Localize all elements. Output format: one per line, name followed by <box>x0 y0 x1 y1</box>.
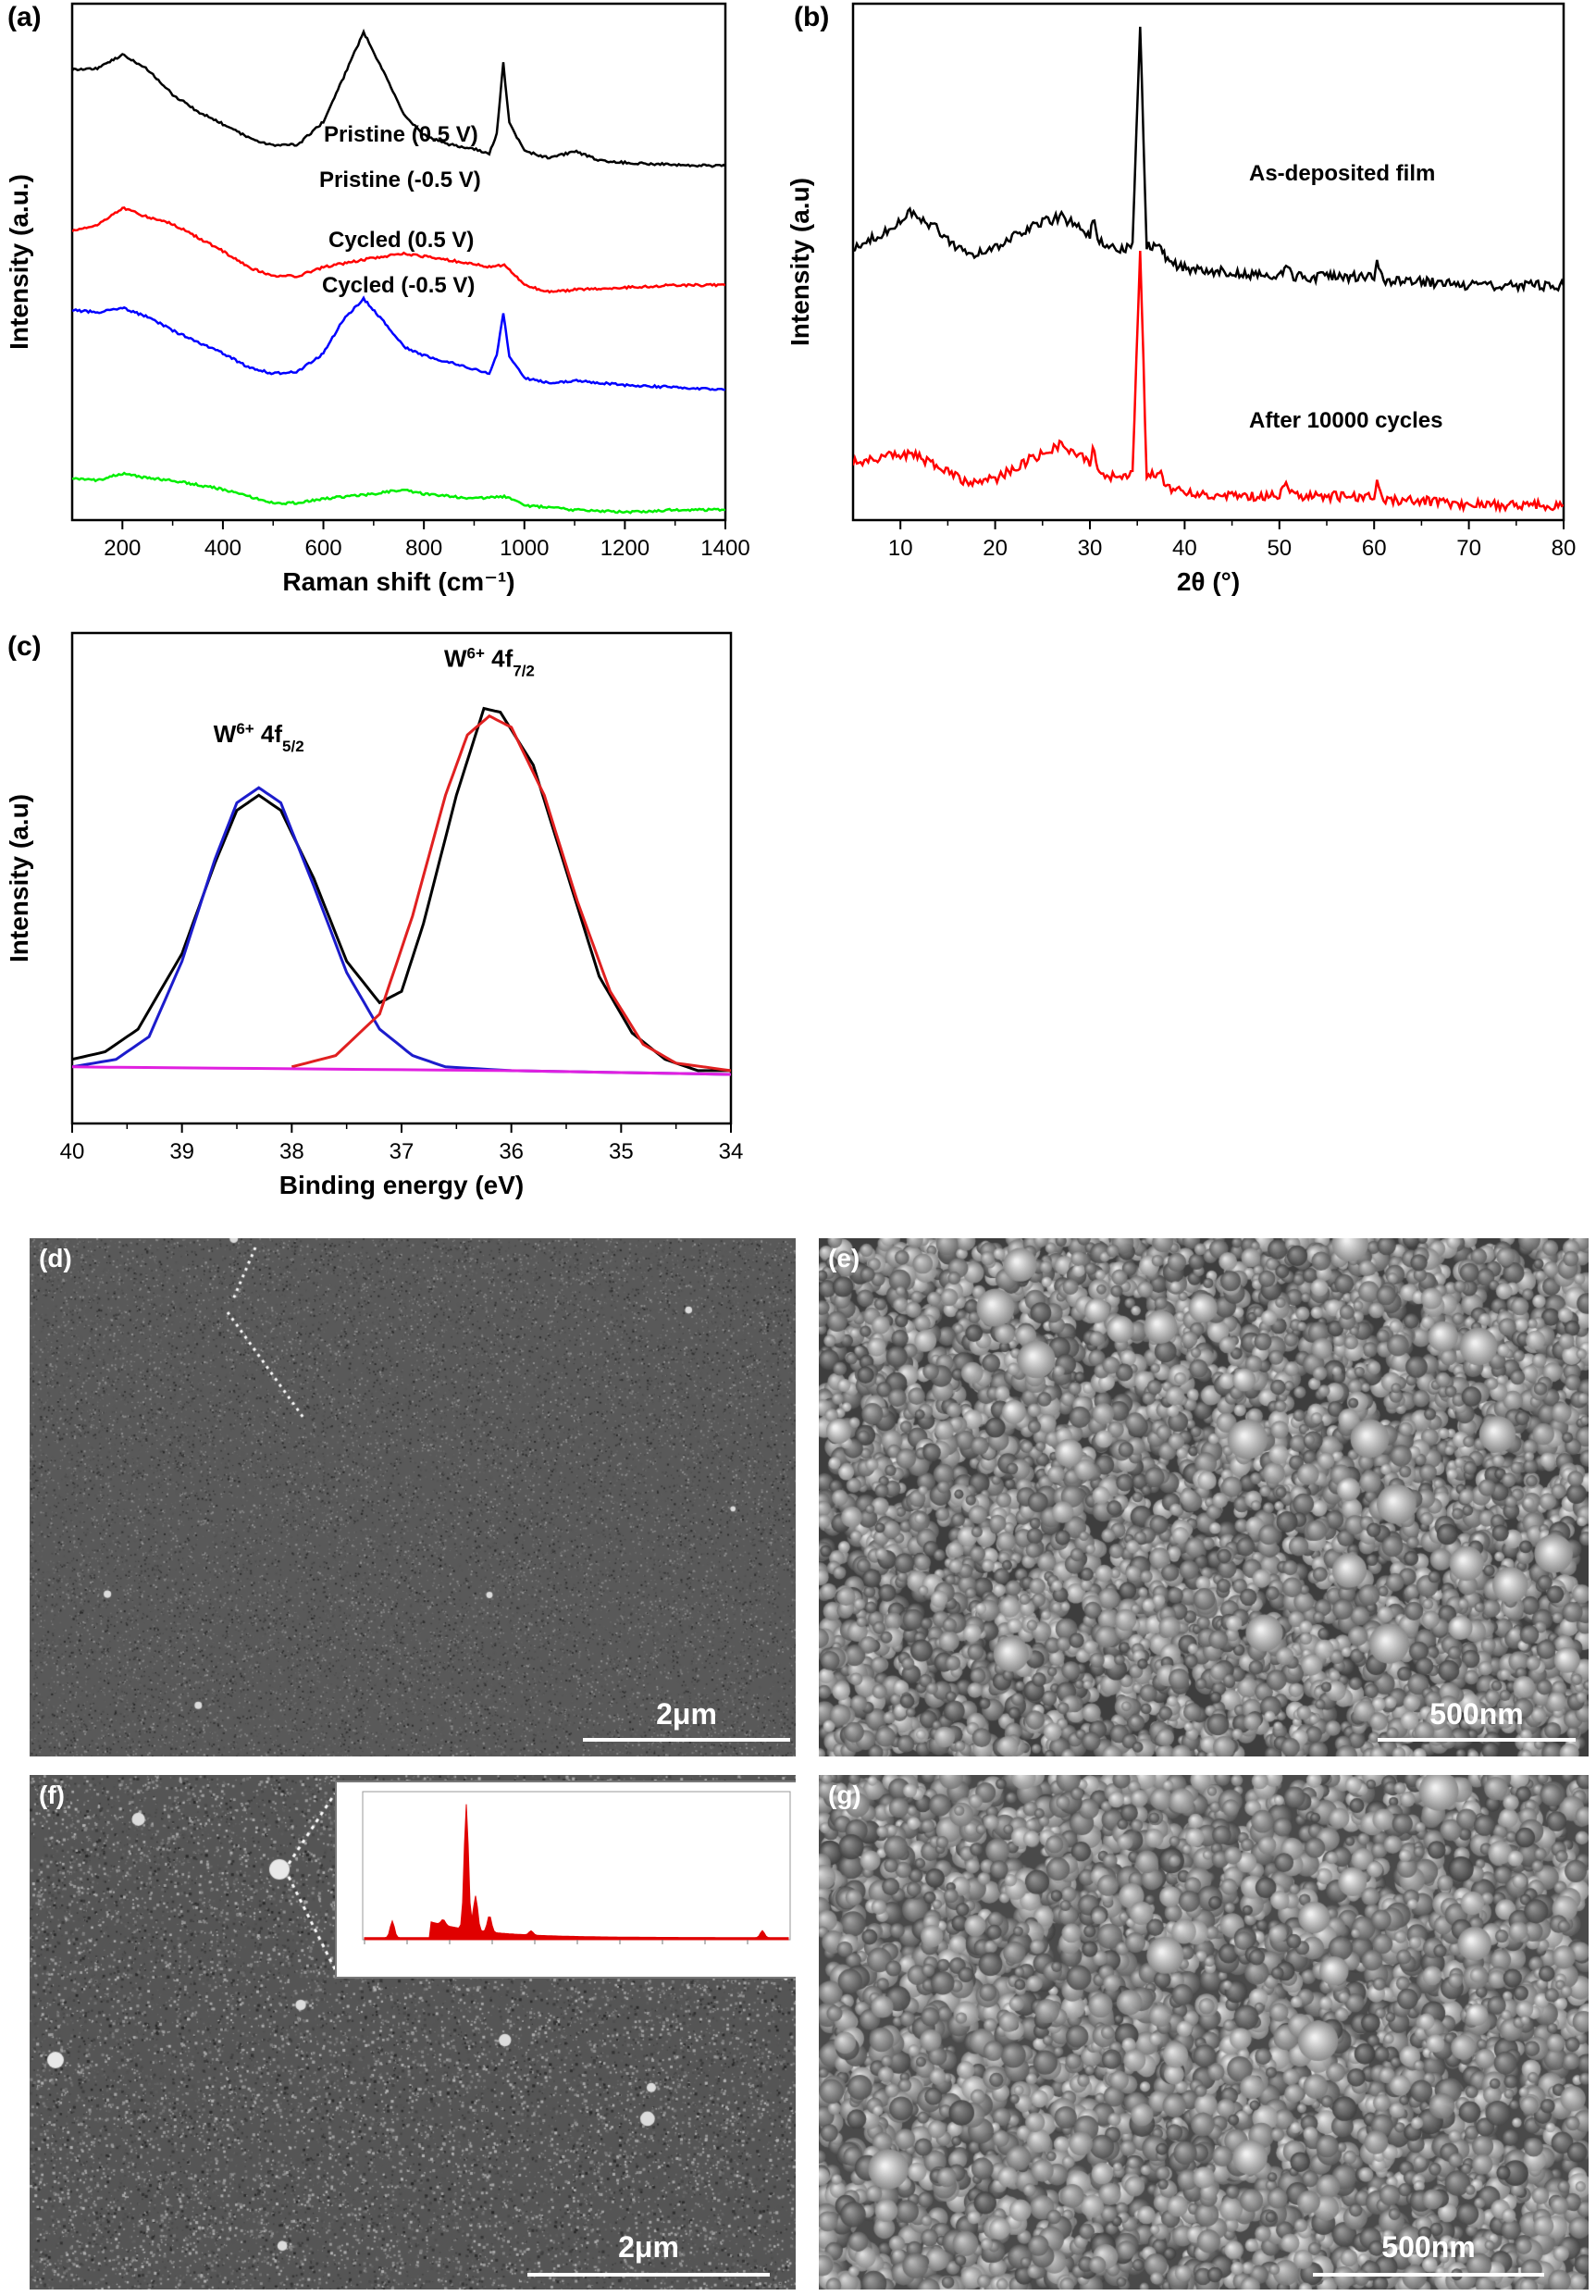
x-tick-label: 35 <box>609 1139 634 1164</box>
y-axis-label: Intensity (a.u) <box>786 178 814 346</box>
x-tick-label: 1200 <box>600 536 650 561</box>
x-tick-label: 1000 <box>500 536 549 561</box>
chart-xrd: 10 20 30 40 50 60 70 80 2θ (°) Intensity (a.u) As-… <box>786 2 1577 596</box>
sem-image-d: (d) 2μm <box>30 1238 796 1756</box>
scale-text-g: 500nm <box>1381 2230 1476 2264</box>
x-tick-label: 200 <box>104 536 141 561</box>
x-tick-label: 38 <box>279 1139 304 1164</box>
chart-xps: 40 39 38 37 36 35 34 Binding energy (eV) Intensi… <box>5 631 744 1199</box>
series-line <box>72 471 725 515</box>
series-line <box>72 1065 731 1076</box>
series-label: Pristine (-0.5 V) <box>319 168 481 192</box>
sem-label-f: (f) <box>39 1781 65 1809</box>
x-tick-label: 20 <box>983 536 1008 561</box>
y-axis-label: Intensity (a.u) <box>5 794 33 962</box>
scale-text-f: 2μm <box>618 2230 679 2264</box>
x-tick-label: 34 <box>719 1139 744 1164</box>
plot-frame <box>851 2 1565 522</box>
sem-label-g: (g) <box>828 1781 861 1809</box>
series-line <box>72 706 731 1073</box>
x-tick-label: 37 <box>390 1139 414 1164</box>
series-label: As-deposited film <box>1249 161 1435 186</box>
panel-letter-c: (c) <box>7 631 42 662</box>
sem-image-g: (g) 500nm <box>819 1775 1589 2290</box>
panel-letter-a: (a) <box>7 2 42 32</box>
x-tick-label: 800 <box>405 536 442 561</box>
eds-inset <box>335 1781 796 1979</box>
series-line <box>72 295 725 391</box>
series-line <box>72 28 725 168</box>
series-line <box>72 206 725 294</box>
sem-label-e: (e) <box>828 1244 860 1272</box>
eds-spectrum <box>362 1791 791 1944</box>
sem-texture <box>819 1238 1589 1756</box>
scale-text-e: 500nm <box>1429 1697 1524 1731</box>
scale-bar-f <box>527 2273 770 2277</box>
x-tick-label: 36 <box>499 1139 524 1164</box>
x-tick-label: 40 <box>1172 536 1197 561</box>
sem-image-f: (f) 2μm <box>30 1775 796 2290</box>
x-tick-label: 600 <box>305 536 342 561</box>
chart-raman: 200 400 600 800 1000 1200 1400 Raman shift (cm⁻… <box>5 2 750 596</box>
plot-frame <box>70 631 733 1125</box>
series-line <box>853 251 1564 514</box>
y-axis-label: Intensity (a.u.) <box>5 174 33 350</box>
series-line <box>853 26 1564 294</box>
x-tick-label: 70 <box>1456 536 1481 561</box>
x-tick-label: 30 <box>1078 536 1103 561</box>
x-tick-label: 400 <box>204 536 241 561</box>
x-axis-label: Binding energy (eV) <box>279 1171 524 1199</box>
series-line <box>291 714 731 1073</box>
series-label: Cycled (-0.5 V) <box>322 273 475 298</box>
x-tick-label: 1400 <box>700 536 749 561</box>
x-axis-label: Raman shift (cm⁻¹) <box>282 567 514 596</box>
peak-annotation: W6+ 4f7/2 <box>444 644 535 679</box>
series-label: Cycled (0.5 V) <box>328 228 474 253</box>
eds-spectrum-fill <box>364 1804 789 1941</box>
x-axis-label: 2θ (°) <box>1177 567 1240 596</box>
x-tick-label: 80 <box>1552 536 1577 561</box>
scale-bar-g <box>1313 2273 1544 2277</box>
series-label: After 10000 cycles <box>1249 408 1442 433</box>
eds-axes <box>362 1791 791 1941</box>
scale-text-d: 2μm <box>656 1697 717 1731</box>
sem-texture <box>30 1238 796 1756</box>
sem-image-e: (e) 500nm <box>819 1238 1589 1756</box>
panel-letter-b: (b) <box>794 2 830 32</box>
scale-bar-d <box>583 1738 790 1742</box>
sem-label-d: (d) <box>39 1244 72 1272</box>
scale-bar-e <box>1378 1738 1576 1742</box>
sem-texture <box>819 1775 1589 2290</box>
series-label: Pristine (0.5 V) <box>324 122 478 147</box>
x-tick-label: 10 <box>888 536 913 561</box>
plot-frame <box>70 2 727 522</box>
x-tick-label: 39 <box>169 1139 194 1164</box>
x-tick-label: 60 <box>1362 536 1387 561</box>
peak-annotation: W6+ 4f5/2 <box>214 720 304 755</box>
x-tick-label: 40 <box>60 1139 85 1164</box>
x-tick-label: 50 <box>1267 536 1292 561</box>
series-line <box>72 786 731 1076</box>
